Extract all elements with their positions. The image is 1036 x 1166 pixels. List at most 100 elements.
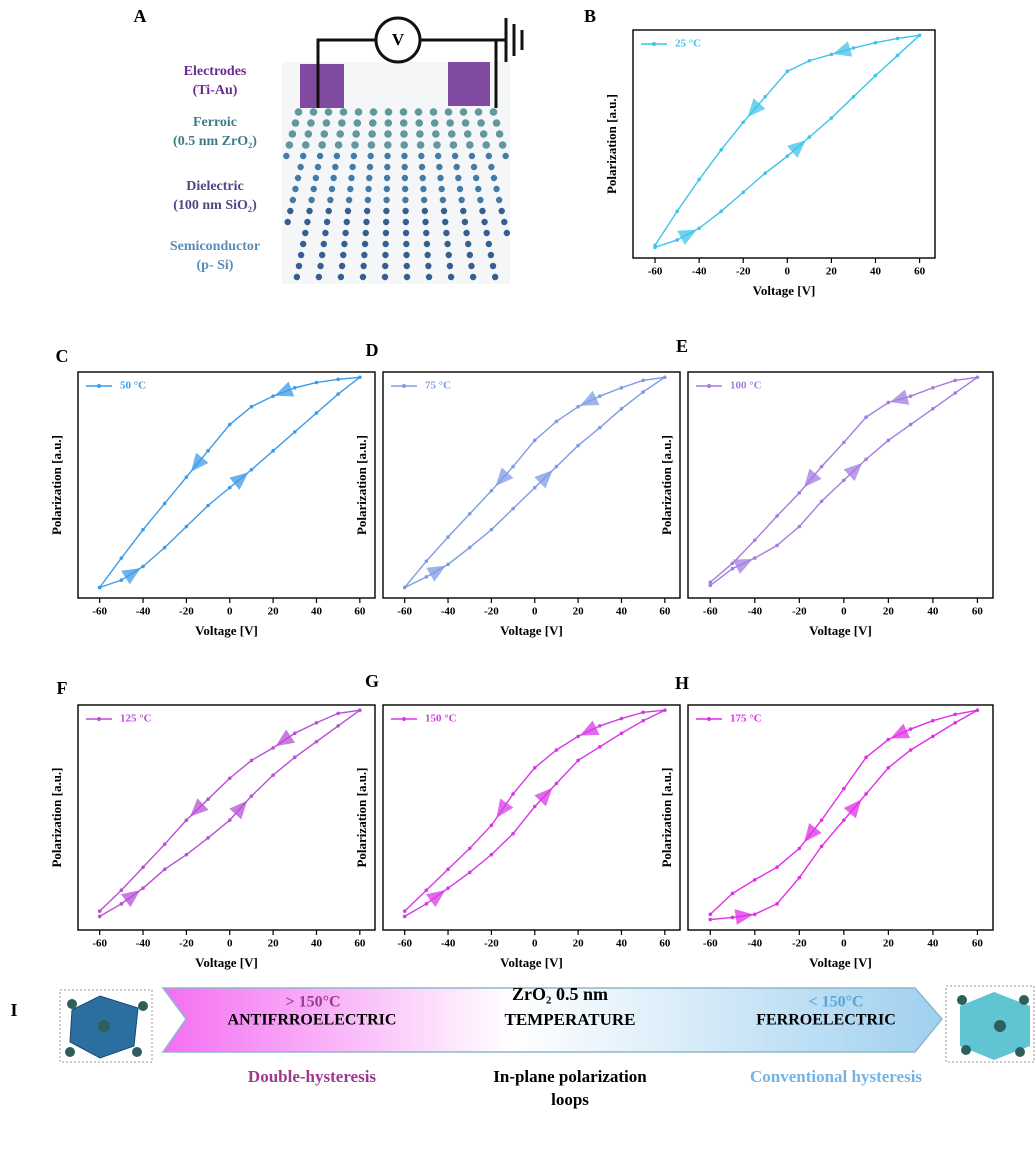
atom — [458, 196, 465, 204]
data-point — [554, 781, 559, 786]
atom — [442, 218, 449, 226]
loop-line — [709, 709, 978, 921]
data-point — [511, 831, 515, 836]
legend-label: 100 °C — [730, 380, 762, 392]
atom — [422, 218, 429, 226]
atom — [353, 119, 362, 127]
atom — [464, 240, 472, 248]
data-point — [424, 902, 429, 906]
data-point — [292, 430, 297, 434]
y-axis-label: Polarization [a.u.] — [659, 435, 674, 535]
data-point — [641, 718, 645, 723]
atom — [434, 152, 442, 160]
atom — [437, 174, 444, 182]
panel-label: B — [584, 6, 596, 26]
atom — [65, 1047, 75, 1057]
atom — [416, 141, 425, 149]
direction-arrow — [190, 452, 209, 472]
atom — [503, 229, 511, 237]
data-point — [741, 190, 746, 195]
atom — [354, 108, 363, 116]
atom — [337, 273, 345, 281]
atom — [479, 130, 488, 138]
data-point — [752, 538, 757, 542]
atom — [344, 207, 352, 215]
atom — [369, 108, 378, 116]
atom — [294, 108, 303, 116]
atom — [455, 174, 462, 182]
atom — [425, 273, 433, 281]
atom — [381, 273, 389, 281]
data-point — [184, 475, 189, 479]
x-axis-label: Voltage [V] — [809, 955, 872, 970]
data-point — [358, 708, 362, 713]
data-point — [489, 527, 494, 532]
data-point — [292, 385, 297, 390]
atom — [295, 262, 303, 270]
data-point — [314, 739, 319, 744]
legend-label: 125 °C — [120, 713, 152, 725]
data-point — [141, 886, 145, 890]
atom — [439, 196, 447, 204]
data-point — [554, 419, 559, 424]
data-point — [819, 499, 824, 504]
atom — [384, 119, 393, 127]
direction-arrow — [803, 468, 822, 488]
data-point — [467, 846, 472, 851]
atom — [291, 119, 300, 127]
atom — [485, 152, 493, 160]
data-point — [597, 745, 602, 749]
title: ZrO₂ 0.5 nm — [512, 984, 608, 1004]
y-axis-label: Polarization [a.u.] — [49, 435, 64, 535]
atom — [367, 141, 376, 149]
direction-arrow — [534, 470, 553, 489]
x-tick-label: -40 — [136, 606, 151, 618]
x-tick-label: 0 — [532, 606, 538, 618]
data-point — [532, 804, 537, 809]
atom — [367, 152, 374, 160]
x-tick-label: 0 — [227, 938, 233, 950]
chart: F -60 -40 -20 0 20 40 60 Voltage [V] Polarization… — [49, 678, 376, 970]
atom — [364, 196, 372, 204]
x-tick-label: 60 — [972, 938, 984, 950]
layer-detail: (100 nm SiO₂) — [173, 198, 257, 213]
data-point — [864, 415, 868, 420]
data-point — [851, 95, 856, 99]
x-tick-label: -20 — [484, 606, 499, 618]
atom — [401, 163, 408, 171]
data-point — [675, 209, 679, 214]
atom — [403, 251, 410, 259]
data-point — [489, 823, 494, 828]
legend-marker — [652, 42, 656, 46]
axis-label: TEMPERATURE — [505, 1010, 636, 1029]
atom — [444, 108, 453, 116]
atom — [469, 273, 477, 281]
data-point — [653, 243, 657, 248]
direction-arrow — [890, 723, 911, 739]
atom — [287, 207, 294, 215]
atom — [316, 152, 324, 160]
atom — [366, 174, 373, 182]
x-tick-label: 20 — [268, 606, 280, 618]
caption: In-plane polarization — [493, 1067, 647, 1086]
panel-label: H — [675, 673, 689, 693]
atom — [438, 185, 445, 193]
data-point — [619, 406, 624, 411]
x-tick-label: 0 — [785, 266, 791, 278]
data-point — [314, 720, 319, 725]
data-point — [314, 411, 319, 415]
temperature-label: > 150°C — [285, 994, 340, 1011]
atom — [466, 141, 474, 149]
x-tick-label: -20 — [484, 938, 499, 950]
atom — [347, 185, 354, 193]
data-point — [119, 902, 124, 906]
atom — [383, 185, 391, 193]
x-tick-label: 40 — [616, 938, 628, 950]
data-point — [97, 585, 102, 590]
plot-frame — [77, 704, 376, 931]
atom — [362, 229, 369, 237]
data-point — [97, 909, 102, 913]
data-point — [162, 842, 167, 846]
atom — [350, 152, 358, 160]
x-tick-label: -40 — [441, 606, 456, 618]
